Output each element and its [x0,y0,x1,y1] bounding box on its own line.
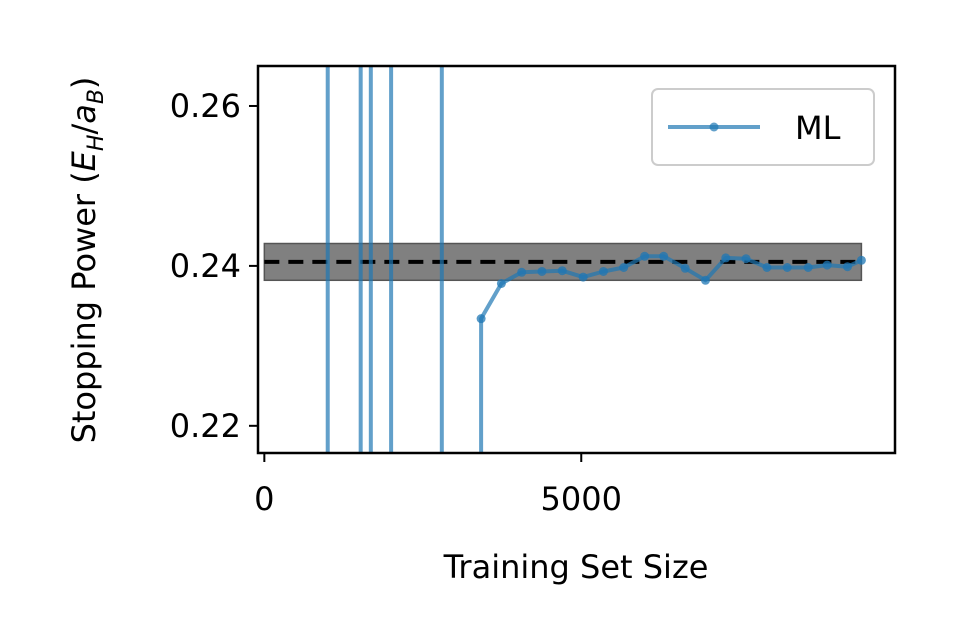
x-axis-label: Training Set Size [443,548,709,586]
ml-data-point [856,255,866,265]
plot-area [263,66,866,453]
y-axis: 0.22 0.24 0.26 [170,87,258,445]
y-axis-label-suffix: ) [65,77,103,89]
ml-data-point [496,278,506,288]
legend: ML [651,88,875,166]
ml-data-point [537,266,547,276]
ml-data-point [557,266,567,276]
y-axis-label-prefix: Stopping Power ( [65,171,103,443]
ml-data-point [803,262,813,272]
legend-label-ml: ML [795,109,841,147]
x-axis: 0 5000 [254,453,622,518]
ml-data-point [640,251,650,261]
ml-data-point [517,267,527,277]
y-axis-label-a: a [65,104,103,124]
ml-data-point [822,260,832,270]
y-tick-label: 0.22 [170,407,241,445]
y-axis-label: Stopping Power (EH/aB) [65,77,109,444]
ml-data-point [680,263,690,273]
axes-frame [256,64,897,455]
ml-series-line [479,254,863,453]
y-tick-label: 0.26 [170,87,241,125]
legend-box [651,88,875,166]
ml-data-point [476,314,486,324]
y-axis-label-slash: / [65,124,103,135]
legend-marker-ml [709,122,719,132]
ml-data-point [659,251,669,261]
ml-data-point [598,266,608,276]
ml-data-point [842,262,852,272]
y-axis-label-e: E [65,150,103,171]
ml-data-point [762,262,772,272]
ml-data-point [721,253,731,263]
ml-data-point [741,254,751,264]
y-axis-label-e-sub: H [84,135,109,152]
ml-data-point [578,272,588,282]
x-tick-label: 0 [254,480,274,518]
y-axis-label-a-sub: B [84,89,109,104]
y-tick-label: 0.24 [170,247,241,285]
ml-data-point [782,262,792,272]
ml-data-point [700,275,710,285]
x-tick-label: 5000 [541,480,622,518]
ml-data-point [619,262,629,272]
